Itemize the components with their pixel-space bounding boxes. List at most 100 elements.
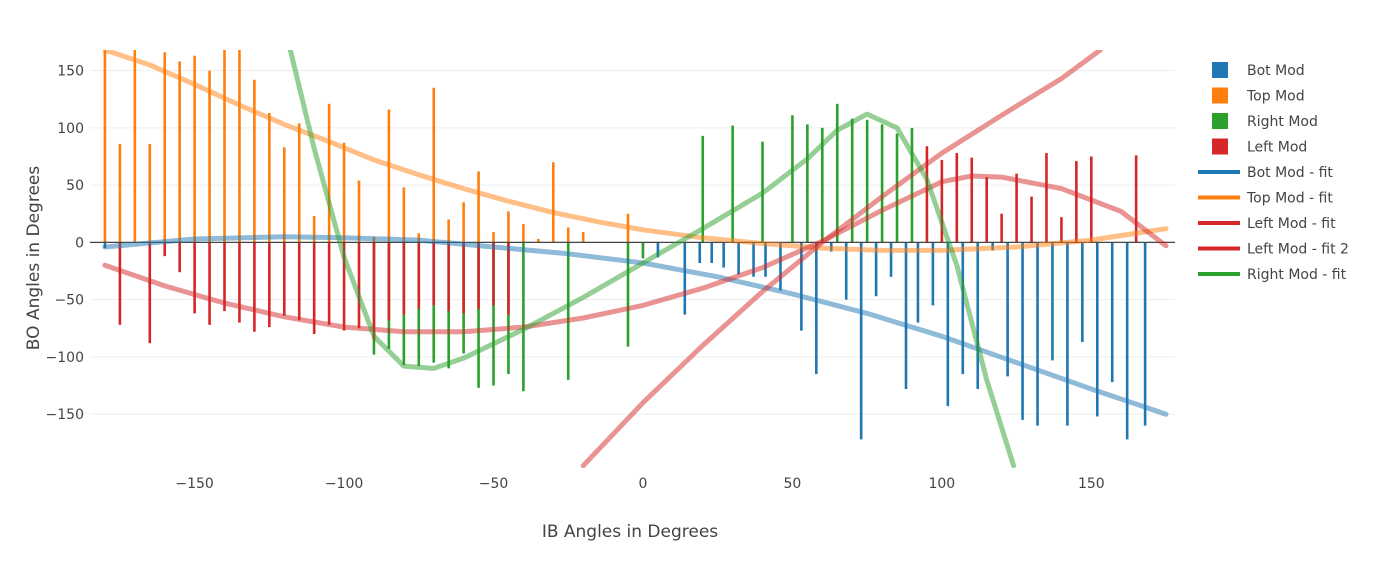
left-mod-bar [1000, 213, 1003, 243]
legend-label: Top Mod - fit [1246, 191, 1333, 207]
left-mod-bar [118, 242, 122, 325]
left-mod-bar [1030, 196, 1033, 243]
left-mod-fit-line [102, 173, 1169, 335]
right-mod-bar [806, 124, 809, 243]
top-mod-bar [297, 123, 301, 243]
y-tick-label: −150 [46, 407, 84, 423]
top-mod-bar [148, 143, 152, 243]
top-mod-bar [581, 232, 585, 243]
left-mod-bar [282, 242, 286, 316]
x-tick-label: −100 [325, 476, 363, 492]
top-mod-bar [492, 232, 495, 243]
left-mod-bar [940, 159, 944, 243]
x-tick-label: 150 [1078, 476, 1105, 492]
left-mod-bar [223, 242, 226, 312]
top-mod-bar [477, 171, 480, 243]
right-mod-bar [850, 118, 854, 243]
x-tick-label: 50 [783, 476, 801, 492]
top-mod-bar [238, 50, 241, 243]
top-mod-fit-line [102, 50, 1169, 253]
left-mod-bar [1075, 161, 1078, 243]
legend-swatch [1212, 138, 1228, 155]
bot-mod-bar [1036, 242, 1039, 426]
right-mod-bar [626, 242, 630, 347]
top-mod-bar [253, 79, 256, 243]
top-mod-bar [208, 70, 211, 243]
top-mod-bar [118, 143, 122, 243]
left-mod-bar [357, 242, 361, 329]
bot-mod-bar [1095, 242, 1099, 417]
left-mod-bar [462, 242, 465, 314]
bot-mod-bar [889, 242, 893, 277]
bot-mod-bar [815, 242, 818, 375]
bot-mod-bar [931, 242, 935, 306]
bot-mod-bar [844, 242, 848, 300]
bot-mod-bar [764, 242, 767, 277]
top-mod-bar [387, 109, 391, 243]
left-mod-bar [372, 242, 376, 340]
bot-mod-bar [779, 242, 782, 291]
top-mod-bar [357, 180, 361, 243]
bars [103, 50, 1147, 440]
left-mod-bar [297, 242, 301, 321]
left-mod-bar [492, 242, 495, 306]
bot-mod-bar [916, 242, 920, 323]
top-mod-bar [223, 50, 226, 243]
x-axis-title: IB Angles in Degrees [542, 522, 718, 542]
left-mod-bar [148, 242, 152, 344]
bot-mod-bar [698, 242, 702, 264]
top-mod-bar [522, 224, 525, 243]
right-mod-bar [865, 119, 869, 243]
bot-mod-bar [904, 242, 908, 389]
bot-mod-bar [874, 242, 878, 297]
top-mod-bar [566, 227, 570, 243]
bot-mod-bar [976, 242, 980, 389]
legend-swatch [1212, 113, 1228, 129]
right-mod-bar [522, 242, 525, 392]
right-mod-bar [477, 242, 480, 388]
fit-lines [102, 50, 1169, 468]
left-mod-bar [985, 177, 988, 243]
bot-mod-bar [800, 242, 803, 331]
left-mod-bar [447, 242, 450, 312]
y-tick-label: 0 [75, 235, 84, 251]
top-mod-bar [193, 55, 196, 243]
top-mod-bar [537, 238, 540, 243]
bot-mod-bar [710, 242, 714, 264]
left-mod-bar [312, 242, 316, 335]
left-mod-bar [208, 242, 211, 325]
top-mod-bar [432, 87, 436, 243]
left-mod-bar [178, 242, 181, 273]
right-mod-bar [731, 125, 734, 243]
bot-mod-bar [961, 242, 965, 375]
bot-mod-bar [946, 242, 950, 407]
legend-label: Left Mod - fit [1247, 216, 1336, 232]
legend-swatch [1212, 87, 1228, 104]
top-mod-bar [163, 52, 167, 243]
left-mod-fit-2-line [580, 50, 1103, 468]
right-mod-bar [835, 103, 839, 243]
bot-mod-bar [1021, 242, 1024, 420]
bot-mod-bar [1081, 242, 1084, 343]
left-mod-bar [342, 242, 346, 331]
legend-label: Bot Mod - fit [1247, 165, 1333, 181]
left-mod-bar [402, 242, 406, 315]
right-mod-bar [566, 242, 570, 380]
top-mod-bar [282, 147, 286, 243]
left-mod-bar [955, 153, 959, 243]
x-tick-label: 0 [639, 476, 648, 492]
bot-mod-bar [722, 242, 725, 268]
top-mod-bar [327, 103, 331, 243]
right-mod-bar [910, 127, 914, 243]
left-mod-bar [1045, 153, 1048, 243]
top-mod-bar [103, 50, 107, 243]
bot-mod-bar [737, 242, 740, 275]
legend-label: Bot Mod [1247, 63, 1305, 79]
right-mod-bar [791, 115, 794, 243]
bot-mod-bar [859, 242, 863, 440]
left-mod-bar [387, 242, 391, 321]
left-mod-bar [163, 242, 167, 257]
left-mod-bar [925, 146, 929, 243]
bot-mod-bar [1125, 242, 1129, 440]
